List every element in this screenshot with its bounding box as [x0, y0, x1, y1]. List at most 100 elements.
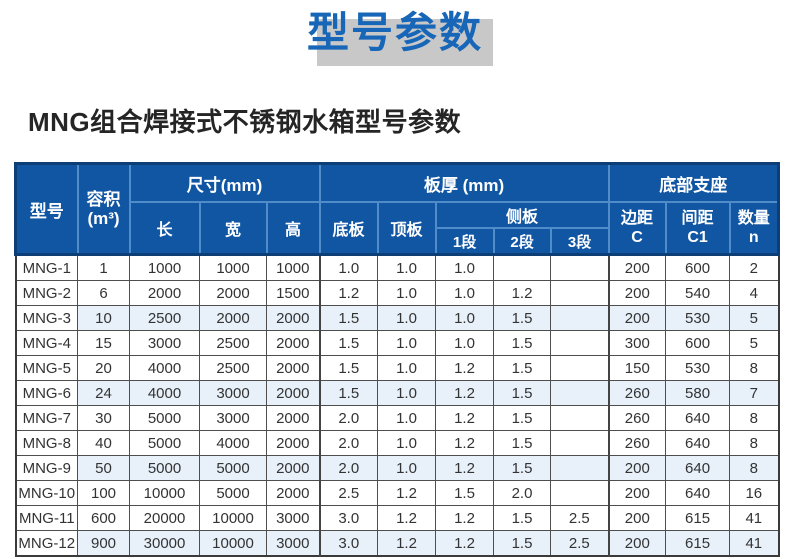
header-edge-c: 边距 C	[607, 201, 667, 256]
cell-edge-c: 200	[607, 280, 667, 306]
table-row: MNG-3 10 2500 2000 2000 1.5 1.0 1.0 1.5 200 530 5	[15, 305, 780, 331]
cell-qty: 8	[729, 430, 780, 456]
cell-width: 5000	[199, 455, 267, 481]
cell-seg1: 1.2	[435, 530, 495, 557]
cell-width: 10000	[199, 530, 267, 557]
cell-top-plate: 1.2	[377, 480, 437, 506]
cell-top-plate: 1.0	[377, 330, 437, 356]
cell-width: 3000	[199, 405, 267, 431]
table-row: MNG-2 6 2000 2000 1500 1.2 1.0 1.0 1.2 200 540 4	[15, 280, 780, 306]
cell-seg1: 1.0	[435, 330, 495, 356]
cell-qty: 2	[729, 254, 780, 281]
header-row-2: 长 宽 高 底板 顶板 侧板 边距 C 间距 C1 数量 n	[16, 201, 780, 256]
cell-model: MNG-5	[15, 355, 78, 381]
header-height: 高	[265, 201, 321, 256]
header-model: 型号	[14, 162, 79, 256]
cell-seg2: 1.5	[493, 355, 552, 381]
cell-volume: 24	[77, 380, 130, 406]
table-row: MNG-11 600 20000 10000 3000 3.0 1.2 1.2 1.5 2.5 20…	[15, 505, 780, 531]
cell-length: 5000	[129, 455, 200, 481]
cell-model: MNG-8	[15, 430, 78, 456]
table-row: MNG-8 40 5000 4000 2000 2.0 1.0 1.2 1.5 260 640 8	[15, 430, 780, 456]
cell-height: 2000	[265, 405, 321, 431]
cell-seg1: 1.0	[435, 280, 495, 306]
cell-height: 1500	[265, 280, 321, 306]
cell-width: 2500	[199, 355, 267, 381]
cell-length: 2000	[129, 280, 200, 306]
cell-top-plate: 1.2	[377, 505, 437, 531]
cell-qty: 41	[729, 530, 780, 557]
cell-seg2: 1.5	[493, 330, 552, 356]
cell-seg3	[550, 355, 610, 381]
header-length: 长	[128, 201, 201, 256]
cell-height: 3000	[265, 530, 321, 557]
cell-edge-c: 200	[607, 305, 667, 331]
cell-height: 2000	[265, 305, 321, 331]
cell-bottom-plate: 1.5	[318, 305, 379, 331]
cell-seg1: 1.2	[435, 355, 495, 381]
cell-seg3	[550, 254, 610, 281]
cell-volume: 6	[77, 280, 130, 306]
page-title: 型号参数	[306, 8, 493, 66]
header-seg1: 1段	[434, 227, 495, 256]
cell-top-plate: 1.0	[377, 405, 437, 431]
cell-qty: 16	[729, 480, 780, 506]
cell-length: 4000	[129, 380, 200, 406]
cell-model: MNG-9	[15, 455, 78, 481]
table-row: MNG-9 50 5000 5000 2000 2.0 1.0 1.2 1.5 200 640 8	[15, 455, 780, 481]
cell-seg1: 1.5	[435, 480, 495, 506]
cell-volume: 10	[77, 305, 130, 331]
cell-seg2: 1.5	[493, 505, 552, 531]
cell-volume: 900	[77, 530, 130, 557]
cell-volume: 600	[77, 505, 130, 531]
cell-height: 3000	[265, 505, 321, 531]
cell-bottom-plate: 1.5	[318, 380, 379, 406]
cell-edge-c: 200	[607, 254, 667, 281]
cell-model: MNG-6	[15, 380, 78, 406]
header-spacing-c1: 间距 C1	[664, 201, 731, 256]
cell-volume: 1	[77, 254, 130, 281]
header-side-plate: 侧板	[434, 201, 610, 229]
cell-height: 2000	[265, 380, 321, 406]
cell-length: 1000	[129, 254, 200, 281]
cell-bottom-plate: 1.5	[318, 355, 379, 381]
cell-bottom-plate: 3.0	[318, 505, 379, 531]
header-top-plate: 顶板	[376, 201, 437, 256]
cell-length: 20000	[129, 505, 200, 531]
cell-bottom-plate: 2.5	[318, 480, 379, 506]
cell-width: 4000	[199, 430, 267, 456]
cell-seg2: 2.0	[493, 480, 552, 506]
cell-model: MNG-2	[15, 280, 78, 306]
cell-length: 4000	[129, 355, 200, 381]
spec-table-header: 型号 容积 (m³) 尺寸(mm) 板厚 (mm) 底部支座 长 宽 高 底板 …	[14, 162, 780, 256]
cell-length: 5000	[129, 405, 200, 431]
cell-seg2: 1.5	[493, 530, 552, 557]
cell-seg1: 1.2	[435, 505, 495, 531]
cell-seg3	[550, 280, 610, 306]
header-thickness-group: 板厚 (mm)	[318, 162, 610, 203]
cell-seg2: 1.2	[493, 280, 552, 306]
cell-height: 2000	[265, 455, 321, 481]
cell-model: MNG-3	[15, 305, 78, 331]
cell-width: 10000	[199, 505, 267, 531]
spec-table: 型号 容积 (m³) 尺寸(mm) 板厚 (mm) 底部支座 长 宽 高 底板 …	[14, 162, 780, 557]
cell-seg2	[493, 254, 552, 281]
cell-volume: 15	[77, 330, 130, 356]
cell-qty: 8	[729, 455, 780, 481]
cell-model: MNG-1	[15, 254, 78, 281]
cell-model: MNG-10	[15, 480, 78, 506]
cell-spacing-c1: 580	[665, 380, 731, 406]
cell-length: 10000	[129, 480, 200, 506]
cell-seg2: 1.5	[493, 430, 552, 456]
cell-bottom-plate: 2.0	[318, 455, 379, 481]
cell-seg2: 1.5	[493, 305, 552, 331]
cell-spacing-c1: 600	[665, 330, 731, 356]
cell-top-plate: 1.0	[377, 355, 437, 381]
cell-spacing-c1: 530	[665, 305, 731, 331]
cell-edge-c: 200	[607, 455, 667, 481]
page-title-text: 型号参数	[306, 9, 483, 56]
cell-edge-c: 300	[607, 330, 667, 356]
header-quantity-n: 数量 n	[728, 201, 780, 256]
cell-volume: 40	[77, 430, 130, 456]
cell-top-plate: 1.0	[377, 280, 437, 306]
